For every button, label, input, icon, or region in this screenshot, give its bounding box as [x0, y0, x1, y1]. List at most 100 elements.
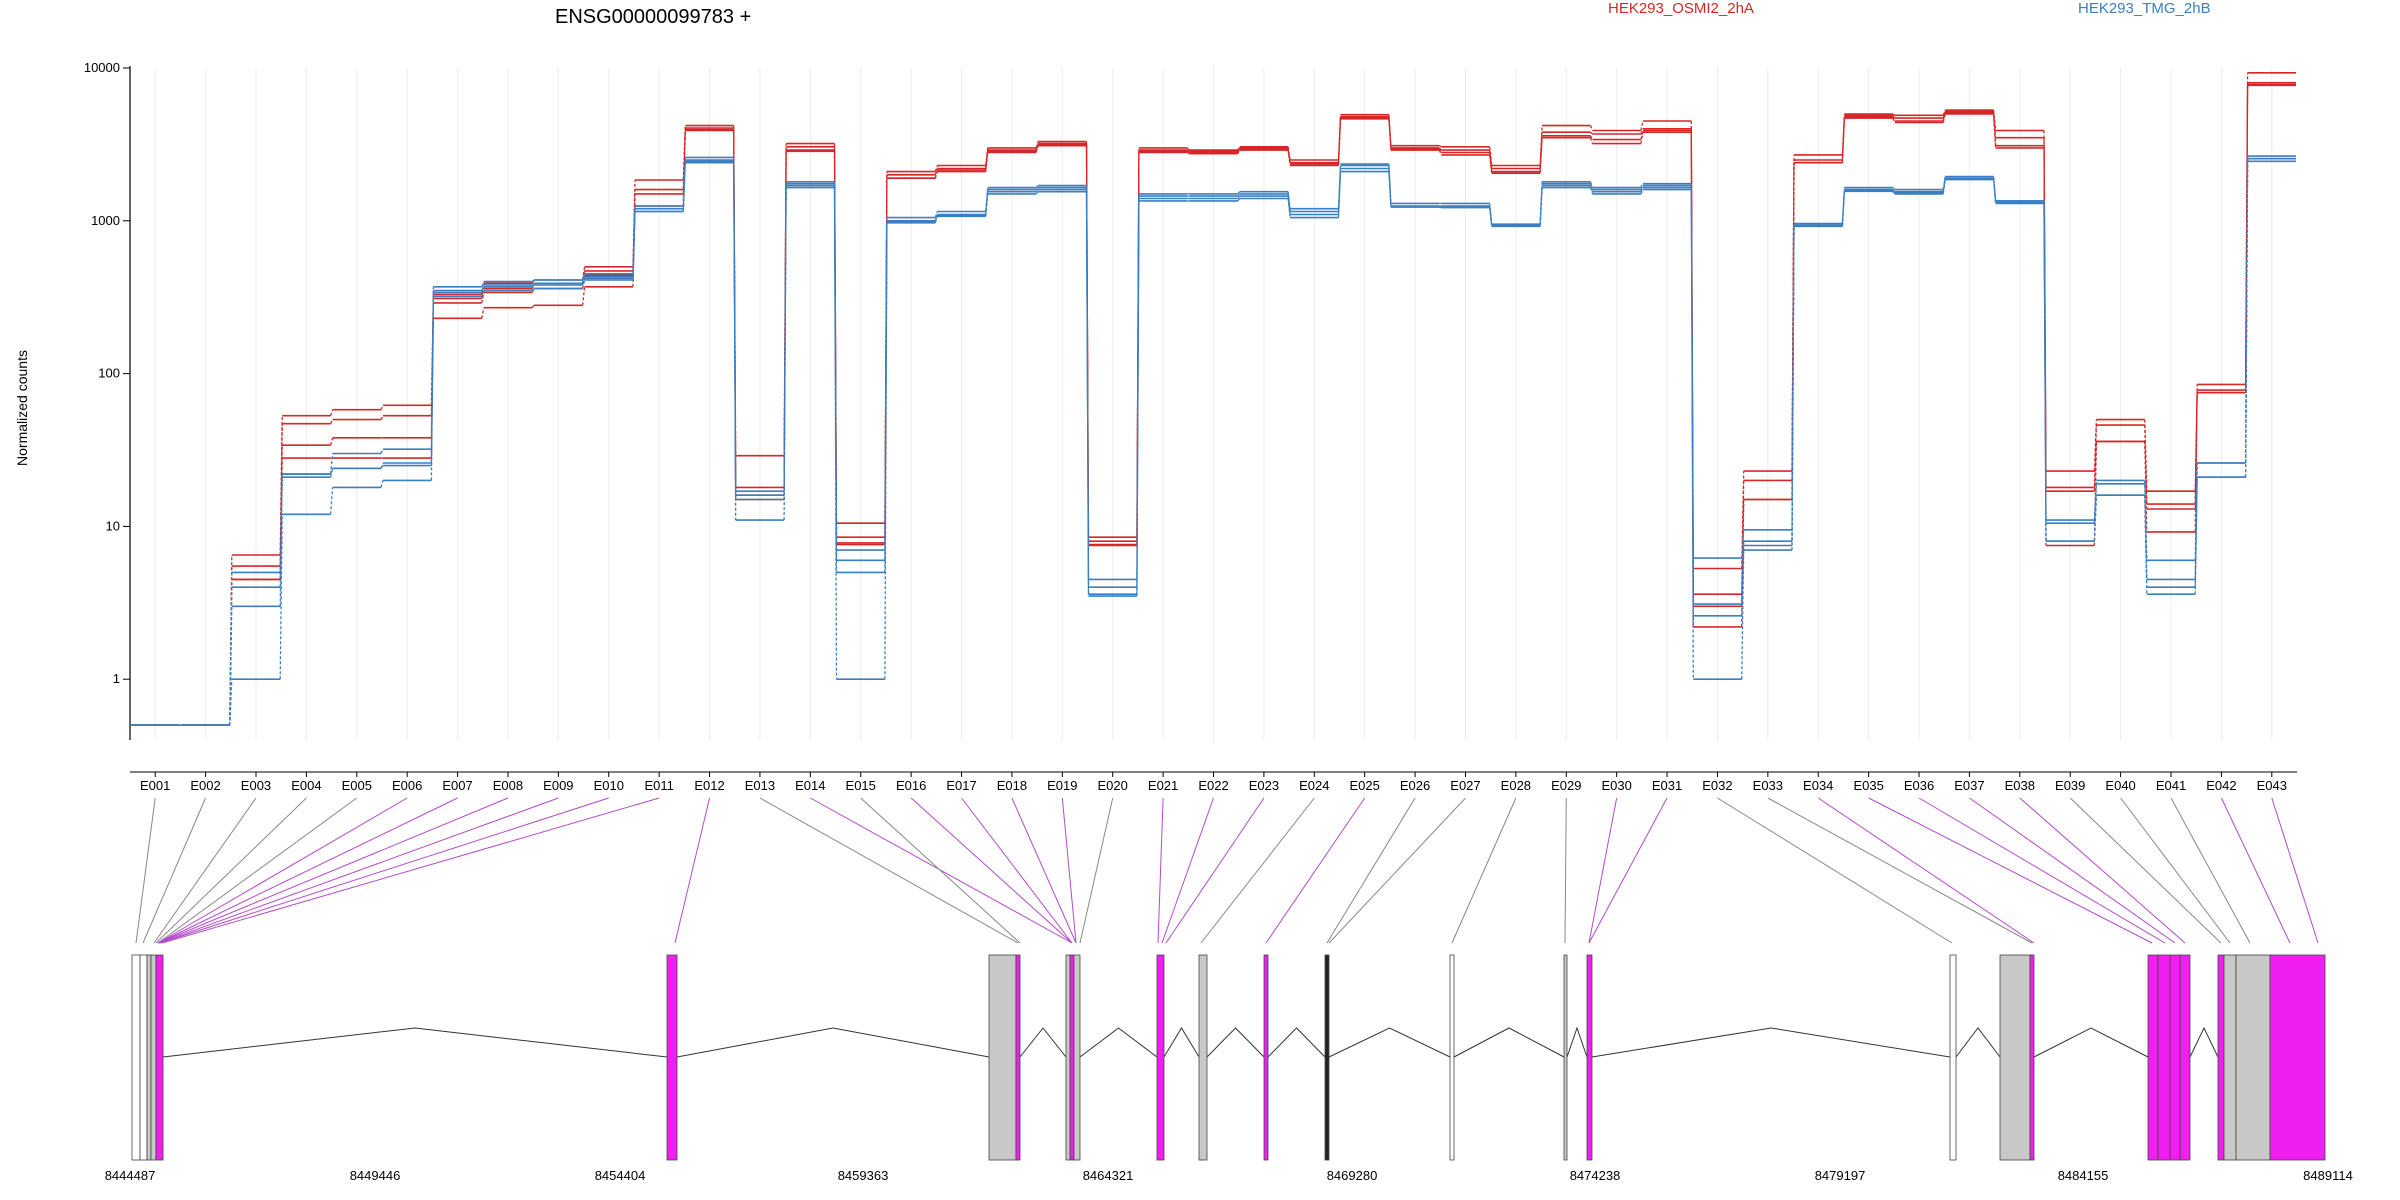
legend-tmg: HEK293_TMG_2hB	[2078, 0, 2211, 17]
series-1-line	[131, 160, 2296, 726]
exon-block	[1324, 954, 1330, 1161]
x-tick-label: E012	[694, 778, 724, 793]
exon-link	[157, 797, 509, 944]
intron-line	[1079, 1027, 1158, 1058]
exon-link	[1157, 797, 1164, 944]
genomic-coordinates: 8444487 8449446 8454404 8459363 8464321 84692…	[105, 1168, 2353, 1183]
intron-line	[1566, 1026, 1588, 1058]
series-lines	[131, 72, 2296, 726]
intron-line	[2033, 1027, 2149, 1058]
exon-link	[1451, 797, 1517, 944]
x-tick-label: E014	[795, 778, 825, 793]
x-tick-label: E037	[1954, 778, 1984, 793]
x-tick-label: E026	[1400, 778, 1430, 793]
x-tick-label: E031	[1652, 778, 1682, 793]
x-tick-label: E013	[745, 778, 775, 793]
exon-link	[2120, 797, 2231, 944]
exon-link	[2019, 797, 2186, 944]
x-tick-label: E020	[1098, 778, 1128, 793]
y-tick-label: 1	[113, 671, 120, 686]
intron-line	[1453, 1027, 1565, 1058]
x-tick-label: E010	[594, 778, 624, 793]
exon-link	[1079, 797, 1114, 944]
x-tick-label: E003	[241, 778, 271, 793]
exon-link	[159, 797, 609, 944]
exon-link	[1200, 797, 1315, 944]
intron-line	[1206, 1027, 1265, 1058]
exon-link	[1326, 797, 1416, 944]
exon-block	[2157, 954, 2171, 1161]
exon-block	[1999, 954, 2031, 1161]
exon-link	[2069, 797, 2222, 944]
exon-link	[157, 797, 408, 944]
x-tick-label: E019	[1047, 778, 1077, 793]
legend-osmi2: HEK293_OSMI2_2hA	[1608, 0, 1754, 17]
exon-link	[1868, 797, 2153, 944]
exon-link	[157, 797, 358, 944]
x-tick-label: E015	[846, 778, 876, 793]
exon-block	[2029, 954, 2035, 1161]
x-tick-label: E024	[1299, 778, 1329, 793]
exon-link	[153, 797, 257, 944]
exon-link	[1011, 797, 1077, 944]
exon-link	[860, 797, 1021, 944]
x-tick-label: E027	[1450, 778, 1480, 793]
exon-block	[2235, 954, 2271, 1161]
chart-title: ENSG00000099783 +	[555, 6, 751, 28]
exon-link	[674, 797, 711, 944]
exon-block	[1065, 954, 1071, 1161]
x-tick-label: E036	[1904, 778, 1934, 793]
coordinate-label: 8469280	[1327, 1168, 1378, 1183]
x-tick-label: E040	[2105, 778, 2135, 793]
gene-model	[131, 954, 2326, 1161]
x-tick-label: E029	[1551, 778, 1581, 793]
exon-block	[1586, 954, 1593, 1161]
exon-link	[1328, 797, 1466, 944]
x-tick-label: E035	[1853, 778, 1883, 793]
x-tick-label: E043	[2257, 778, 2287, 793]
x-tick-label: E004	[291, 778, 321, 793]
coordinate-label: 8479197	[1815, 1168, 1866, 1183]
y-axis: 1 10 100 1000 10000	[84, 60, 131, 740]
exon-block	[146, 954, 152, 1161]
exon-block	[1563, 954, 1568, 1161]
exon-block	[2217, 954, 2225, 1161]
x-tick-label: E042	[2206, 778, 2236, 793]
exon-link	[1918, 797, 2166, 944]
x-tick-label: E018	[997, 778, 1027, 793]
y-tick-label: 10	[106, 518, 120, 533]
exon-block	[1156, 954, 1165, 1161]
x-tick-label: E006	[392, 778, 422, 793]
intron-line	[1019, 1027, 1067, 1058]
intron-line	[1591, 1027, 1951, 1058]
grid-lines	[154, 68, 2273, 740]
exon-block	[2179, 954, 2191, 1161]
intron-line	[1328, 1027, 1451, 1058]
exon-block	[988, 954, 1017, 1161]
coordinate-label: 8474238	[1570, 1168, 1621, 1183]
exon-block	[666, 954, 678, 1161]
intron-line	[1267, 1027, 1326, 1058]
exon-block	[2269, 954, 2326, 1161]
exon-block	[1263, 954, 1269, 1161]
intron-line	[676, 1027, 990, 1058]
x-tick-label: E034	[1803, 778, 1833, 793]
exon-block	[2169, 954, 2181, 1161]
x-tick-label: E032	[1702, 778, 1732, 793]
exon-link	[158, 797, 559, 944]
exon-link	[910, 797, 1073, 944]
exon-link	[2271, 797, 2319, 944]
exon-block	[150, 954, 157, 1161]
series-1-connector	[179, 161, 2249, 726]
x-tick-label: E039	[2055, 778, 2085, 793]
exon-link	[1265, 797, 1366, 944]
x-tick-label: E025	[1349, 778, 1379, 793]
exon-link	[2220, 797, 2291, 944]
exon-block	[1015, 954, 1021, 1161]
coordinate-label: 8454404	[595, 1168, 646, 1183]
exon-link	[810, 797, 1073, 944]
intron-line	[162, 1027, 668, 1058]
exon-link	[2170, 797, 2251, 944]
x-tick-label: E011	[644, 778, 673, 793]
y-axis-label: Normalized counts	[14, 350, 30, 466]
